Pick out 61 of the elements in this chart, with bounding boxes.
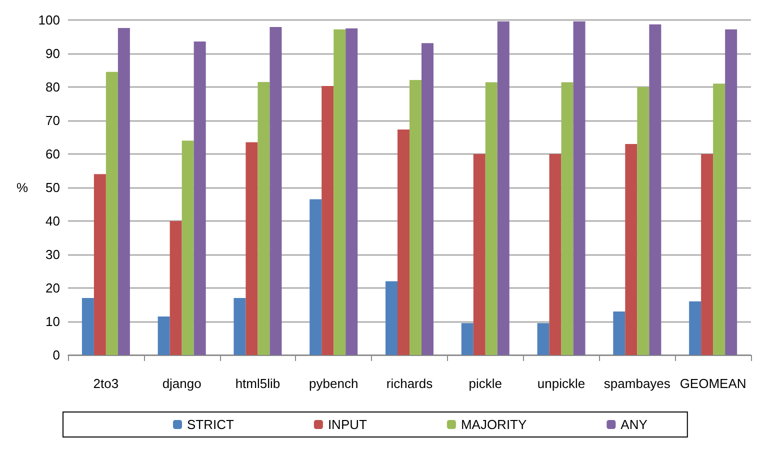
y-tick-label: 70 [46, 113, 60, 128]
x-tick-label: richards [386, 376, 434, 391]
x-tick-label: html5lib [235, 376, 280, 391]
bar [725, 29, 738, 355]
bar [118, 28, 130, 355]
y-tick-label: 60 [46, 146, 60, 162]
bar [234, 298, 246, 355]
bar [701, 154, 714, 355]
x-tick-label: spambayes [604, 376, 671, 391]
bar [410, 80, 422, 355]
bar [158, 316, 170, 355]
bar [270, 27, 282, 355]
bar [386, 281, 398, 355]
bar [170, 221, 182, 355]
x-tick-label: 2to3 [93, 376, 119, 391]
bar [194, 41, 206, 355]
bar [485, 82, 498, 355]
bar [461, 323, 474, 355]
legend-label: STRICT [187, 417, 234, 432]
y-tick-label: 80 [46, 80, 60, 94]
bar [322, 86, 334, 355]
bar [334, 29, 346, 355]
bar [713, 84, 726, 355]
bar [561, 82, 574, 355]
bar [549, 154, 562, 355]
x-tick-label: django [162, 376, 202, 391]
bar [613, 311, 626, 355]
bar [637, 87, 650, 355]
bar [625, 144, 638, 355]
bar [689, 301, 702, 355]
bar [258, 82, 270, 355]
bar [346, 28, 358, 355]
bar [94, 174, 106, 355]
y-tick-label: 30 [46, 247, 60, 262]
y-tick-label: 20 [46, 280, 60, 296]
x-tick-label: pickle [468, 376, 502, 391]
bar [473, 154, 486, 355]
bar [182, 140, 194, 355]
x-tick-label: GEOMEAN [680, 376, 746, 391]
bar [537, 323, 550, 355]
x-tick-label: pybench [309, 376, 358, 391]
y-tick-label: 10 [46, 314, 60, 329]
legend-label: ANY [620, 417, 648, 432]
bar [573, 21, 586, 355]
legend-label: INPUT [328, 417, 367, 432]
y-tick-label: 50 [46, 180, 60, 195]
bar [497, 21, 510, 355]
bar [649, 24, 662, 355]
bar [82, 298, 94, 355]
bar [310, 199, 322, 355]
y-tick-label: 100 [38, 12, 60, 28]
bar [106, 72, 118, 355]
bar [422, 43, 434, 355]
bar [246, 142, 258, 355]
bar [398, 130, 410, 355]
x-tick-label: unpickle [537, 376, 586, 391]
y-axis-title: % [16, 180, 28, 195]
y-tick-label: 90 [46, 46, 60, 61]
legend-label: MAJORITY [460, 417, 527, 432]
y-tick-label: 40 [46, 214, 60, 228]
y-tick-label: 0 [52, 348, 60, 362]
